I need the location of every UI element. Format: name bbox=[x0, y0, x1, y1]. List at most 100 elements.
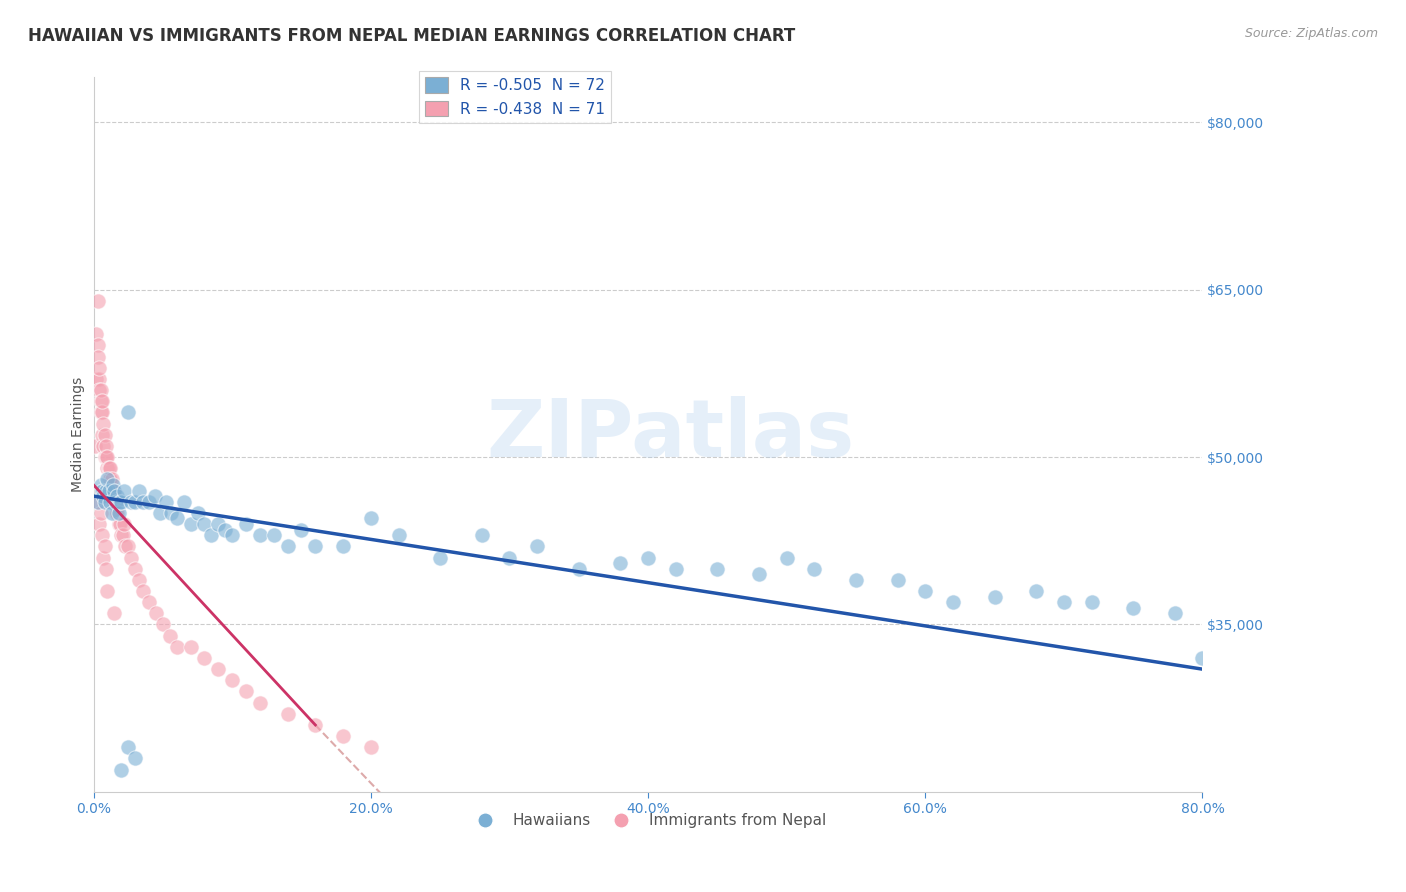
Point bbox=[152, 617, 174, 632]
Point bbox=[277, 706, 299, 721]
Point bbox=[98, 461, 121, 475]
Point bbox=[249, 528, 271, 542]
Point bbox=[110, 528, 132, 542]
Point bbox=[86, 372, 108, 386]
Point bbox=[568, 562, 591, 576]
Point bbox=[128, 483, 150, 498]
Point bbox=[143, 489, 166, 503]
Point bbox=[387, 528, 409, 542]
Point bbox=[120, 494, 142, 508]
Point bbox=[90, 427, 112, 442]
Point bbox=[145, 607, 167, 621]
Point bbox=[160, 506, 183, 520]
Point bbox=[332, 539, 354, 553]
Point bbox=[1080, 595, 1102, 609]
Text: ZIPatlas: ZIPatlas bbox=[486, 396, 855, 474]
Point bbox=[90, 483, 112, 498]
Point bbox=[93, 539, 115, 553]
Point bbox=[98, 494, 121, 508]
Point bbox=[1164, 607, 1187, 621]
Point bbox=[89, 478, 111, 492]
Point bbox=[128, 573, 150, 587]
Point bbox=[100, 483, 122, 498]
Y-axis label: Median Earnings: Median Earnings bbox=[72, 377, 86, 492]
Point bbox=[304, 539, 326, 553]
Point bbox=[263, 528, 285, 542]
Point bbox=[138, 494, 160, 508]
Point bbox=[108, 516, 131, 531]
Point bbox=[91, 550, 114, 565]
Point bbox=[90, 405, 112, 419]
Point bbox=[97, 461, 120, 475]
Point bbox=[110, 763, 132, 777]
Point bbox=[304, 718, 326, 732]
Point bbox=[845, 573, 868, 587]
Point bbox=[155, 494, 177, 508]
Point bbox=[98, 472, 121, 486]
Point bbox=[290, 523, 312, 537]
Point bbox=[186, 506, 208, 520]
Point bbox=[94, 562, 117, 576]
Text: HAWAIIAN VS IMMIGRANTS FROM NEPAL MEDIAN EARNINGS CORRELATION CHART: HAWAIIAN VS IMMIGRANTS FROM NEPAL MEDIAN… bbox=[28, 27, 796, 45]
Point bbox=[112, 483, 135, 498]
Point bbox=[107, 506, 129, 520]
Point bbox=[103, 607, 125, 621]
Point bbox=[84, 439, 107, 453]
Point bbox=[138, 595, 160, 609]
Point bbox=[89, 405, 111, 419]
Point bbox=[1122, 600, 1144, 615]
Point bbox=[609, 556, 631, 570]
Point bbox=[775, 550, 797, 565]
Point bbox=[91, 489, 114, 503]
Point bbox=[942, 595, 965, 609]
Point bbox=[748, 567, 770, 582]
Point bbox=[360, 511, 382, 525]
Point bbox=[105, 489, 128, 503]
Point bbox=[207, 516, 229, 531]
Point bbox=[100, 506, 122, 520]
Point bbox=[108, 494, 131, 508]
Point bbox=[166, 640, 188, 654]
Point bbox=[914, 584, 936, 599]
Point bbox=[87, 494, 110, 508]
Point bbox=[87, 293, 110, 308]
Point bbox=[87, 494, 110, 508]
Point bbox=[193, 516, 215, 531]
Point bbox=[124, 494, 146, 508]
Point bbox=[526, 539, 548, 553]
Point bbox=[91, 439, 114, 453]
Point bbox=[180, 516, 202, 531]
Point bbox=[132, 584, 155, 599]
Point bbox=[498, 550, 520, 565]
Point bbox=[249, 696, 271, 710]
Point bbox=[87, 516, 110, 531]
Point bbox=[107, 516, 129, 531]
Point bbox=[235, 516, 257, 531]
Point bbox=[96, 461, 118, 475]
Point bbox=[100, 472, 122, 486]
Text: Source: ZipAtlas.com: Source: ZipAtlas.com bbox=[1244, 27, 1378, 40]
Point bbox=[221, 528, 243, 542]
Point bbox=[124, 562, 146, 576]
Point bbox=[193, 651, 215, 665]
Point bbox=[983, 590, 1005, 604]
Point bbox=[86, 327, 108, 342]
Point bbox=[207, 662, 229, 676]
Point bbox=[94, 439, 117, 453]
Point bbox=[87, 350, 110, 364]
Point bbox=[149, 506, 172, 520]
Point bbox=[87, 383, 110, 397]
Point bbox=[101, 483, 124, 498]
Point bbox=[214, 523, 236, 537]
Point bbox=[91, 417, 114, 431]
Point bbox=[111, 528, 134, 542]
Point bbox=[97, 472, 120, 486]
Point bbox=[637, 550, 659, 565]
Point bbox=[87, 338, 110, 352]
Point bbox=[110, 494, 132, 508]
Point bbox=[112, 516, 135, 531]
Point bbox=[124, 751, 146, 765]
Point bbox=[1053, 595, 1076, 609]
Point bbox=[221, 673, 243, 688]
Point bbox=[97, 483, 120, 498]
